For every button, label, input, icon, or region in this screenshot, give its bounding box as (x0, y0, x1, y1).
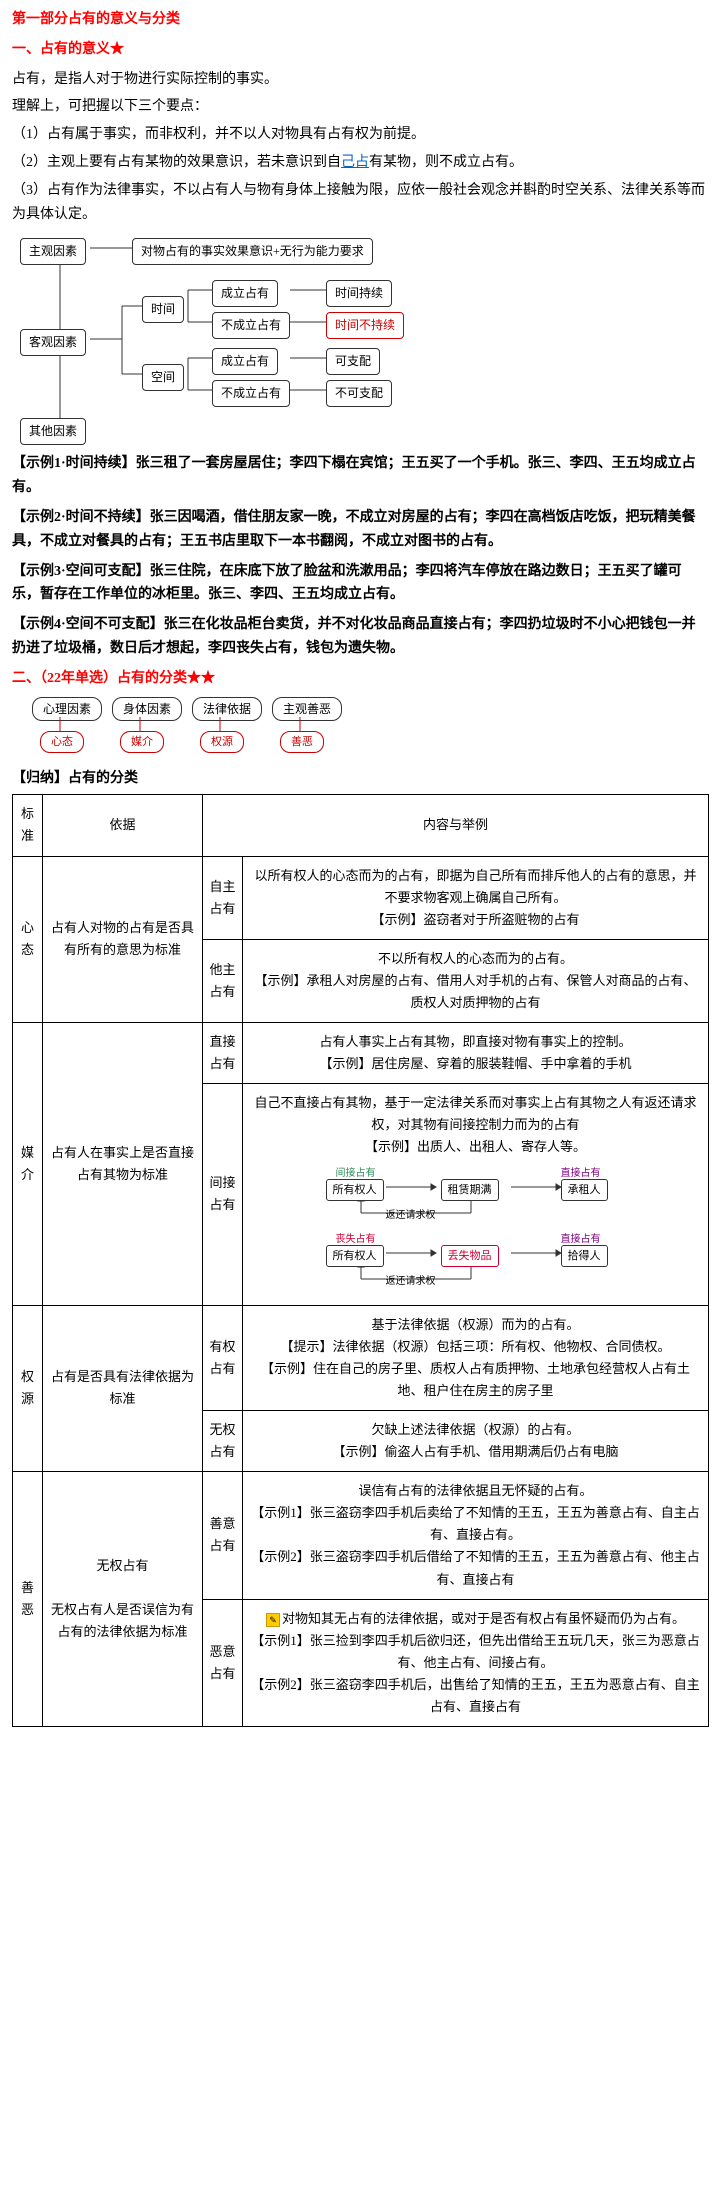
cat-direct: 直接占有 (203, 1023, 243, 1084)
txt-badfaith-cell: ✎对物知其无占有的法律依据，或对于是否有权占有虽怀疑而仍为占有。【示例1】张三捡… (243, 1599, 709, 1726)
txt-other: 不以所有权人的心态而为的占有。【示例】承租人对房屋的占有、借用人对手机的占有、保… (243, 939, 709, 1022)
pt2a: （2）主观上要有占有某物的效果意识，若未意识到自 (12, 155, 341, 170)
cat-indirect: 间接占有 (203, 1084, 243, 1305)
cat-other: 他主占有 (203, 939, 243, 1022)
node-time-ncont: 时间不持续 (326, 312, 404, 338)
cat-self: 自主占有 (203, 856, 243, 939)
node-est-1: 成立占有 (212, 280, 278, 306)
txt-indirect-1: 自己不直接占有其物，基于一定法律关系而对事实上占有其物之人有返还请求权，对其物有… (249, 1092, 702, 1136)
table-header: 【归纳】占有的分类 (12, 767, 709, 791)
base-mind: 占有人对物的占有是否具有所有的意思为标准 (43, 856, 203, 1023)
sub1-b4: 返还请求权 (386, 1207, 436, 1224)
sub2-b2: 丢失物品 (441, 1245, 499, 1268)
node-ndisp: 不可支配 (326, 380, 392, 406)
point-2: （2）主观上要有占有某物的效果意识，若未意识到自己占有某物，则不成立占有。 (12, 151, 709, 175)
section-2-heading: 二、（22年单选）占有的分类★★ (12, 667, 709, 691)
node-disp: 可支配 (326, 348, 380, 374)
intro-2: 理解上，可把握以下三个要点： (12, 95, 709, 119)
sub1-b1: 所有权人 (326, 1179, 384, 1202)
th-basis: 依据 (43, 795, 203, 856)
txt-self: 以所有权人的心态而为的占有，即据为自己所有而排斥他人的占有的意思，并不要求物客观… (243, 856, 709, 939)
txt-badfaith: 对物知其无占有的法律依据，或对于是否有权占有虽怀疑而仍为占有。【示例1】张三捡到… (251, 1611, 700, 1714)
note-icon: ✎ (266, 1613, 280, 1627)
sub-diagram-1: 间接占有 直接占有 所有权人 租赁期满 承租人 返还请求权 (306, 1165, 646, 1225)
example-1: 【示例1·时间持续】张三租了一套房屋居住；李四下榻在宾馆；王五买了一个手机。张三… (12, 452, 709, 500)
node-est-2: 成立占有 (212, 348, 278, 374)
node-other: 其他因素 (20, 418, 86, 444)
sub2-b4: 返还请求权 (386, 1273, 436, 1290)
node-time: 时间 (142, 296, 184, 322)
example-3: 【示例3·空间可支配】张三住院，在床底下放了脸盆和洗漱用品；李四将汽车停放在路边… (12, 560, 709, 608)
node-nest-1: 不成立占有 (212, 312, 290, 338)
txt-direct: 占有人事实上占有其物，即直接对物有事实上的控制。【示例】居住房屋、穿着的服装鞋帽… (243, 1023, 709, 1084)
sub1-b2: 租赁期满 (441, 1179, 499, 1202)
node-space: 空间 (142, 364, 184, 390)
txt-indirect-2: 【示例】出质人、出租人、寄存人等。 (249, 1136, 702, 1158)
txt-goodfaith: 误信有占有的法律依据且无怀疑的占有。【示例1】张三盗窃李四手机后卖给了不知情的王… (243, 1472, 709, 1599)
txt-entitled: 基于法律依据（权源）而为的占有。【提示】法律依据（权源）包括三项：所有权、他物权… (243, 1305, 709, 1410)
txt-unentitled: 欠缺上述法律依据（权源）的占有。【示例】偷盗人占有手机、借用期满后仍占有电脑 (243, 1410, 709, 1471)
classification-table: 标准 依据 内容与举例 心态 占有人对物的占有是否具有所有的意思为标准 自主占有… (12, 794, 709, 1727)
th-content: 内容与举例 (203, 795, 709, 856)
sub1-b3: 承租人 (561, 1179, 608, 1202)
point-1: （1）占有属于事实，而非权利，并不以人对物具有占有权为前提。 (12, 123, 709, 147)
cat-goodfaith: 善意占有 (203, 1472, 243, 1599)
sub2-b3: 拾得人 (561, 1245, 608, 1268)
base-source: 占有是否具有法律依据为标准 (43, 1305, 203, 1472)
example-2: 【示例2·时间不持续】张三因喝酒，借住朋友家一晚，不成立对房屋的占有；李四在高档… (12, 506, 709, 554)
example-4: 【示例4·空间不可支配】张三在化妆品柜台卖货，并不对化妆品商品直接占有；李四扔垃… (12, 613, 709, 661)
section-1-heading: 一、占有的意义★ (12, 38, 709, 62)
point-3: （3）占有作为法律事实，不以占有人与物有身体上接触为限，应依一般社会观念并斟酌时… (12, 179, 709, 227)
std-goodbad: 善恶 (13, 1472, 43, 1727)
cat-badfaith: 恶意占有 (203, 1599, 243, 1726)
node-objective: 客观因素 (20, 329, 86, 355)
th-standard: 标准 (13, 795, 43, 856)
node-time-cont: 时间持续 (326, 280, 392, 306)
cat-lines (12, 697, 412, 757)
diagram-lines (12, 234, 712, 444)
category-diagram: 心理因素 身体因素 法律依据 主观善恶 心态 媒介 权源 善恶 (12, 697, 709, 757)
node-nest-2: 不成立占有 (212, 380, 290, 406)
base-media: 占有人在事实上是否直接占有其物为标准 (43, 1023, 203, 1305)
std-media: 媒介 (13, 1023, 43, 1305)
node-subjective: 主观因素 (20, 238, 86, 264)
factor-diagram: 主观因素 对物占有的事实效果意识+无行为能力要求 客观因素 时间 空间 其他因素… (12, 234, 709, 444)
sub-diagram-2: 丧失占有 直接占有 所有权人 丢失物品 拾得人 返还请求权 (306, 1231, 646, 1291)
cat-unentitled: 无权占有 (203, 1410, 243, 1471)
base-goodbad: 无权占有 无权占有人是否误信为有占有的法律依据为标准 (43, 1472, 203, 1727)
std-source: 权源 (13, 1305, 43, 1472)
intro-1: 占有，是指人对于物进行实际控制的事实。 (12, 68, 709, 92)
sub2-b1: 所有权人 (326, 1245, 384, 1268)
part-heading: 第一部分占有的意义与分类 (12, 8, 709, 32)
pt2b: 有某物，则不成立占有。 (369, 155, 523, 170)
cell-indirect: 自己不直接占有其物，基于一定法律关系而对事实上占有其物之人有返还请求权，对其物有… (243, 1084, 709, 1305)
pt2-underline: 己占 (341, 155, 369, 170)
cat-entitled: 有权占有 (203, 1305, 243, 1410)
std-mind: 心态 (13, 856, 43, 1023)
node-subjective-detail: 对物占有的事实效果意识+无行为能力要求 (132, 238, 373, 264)
